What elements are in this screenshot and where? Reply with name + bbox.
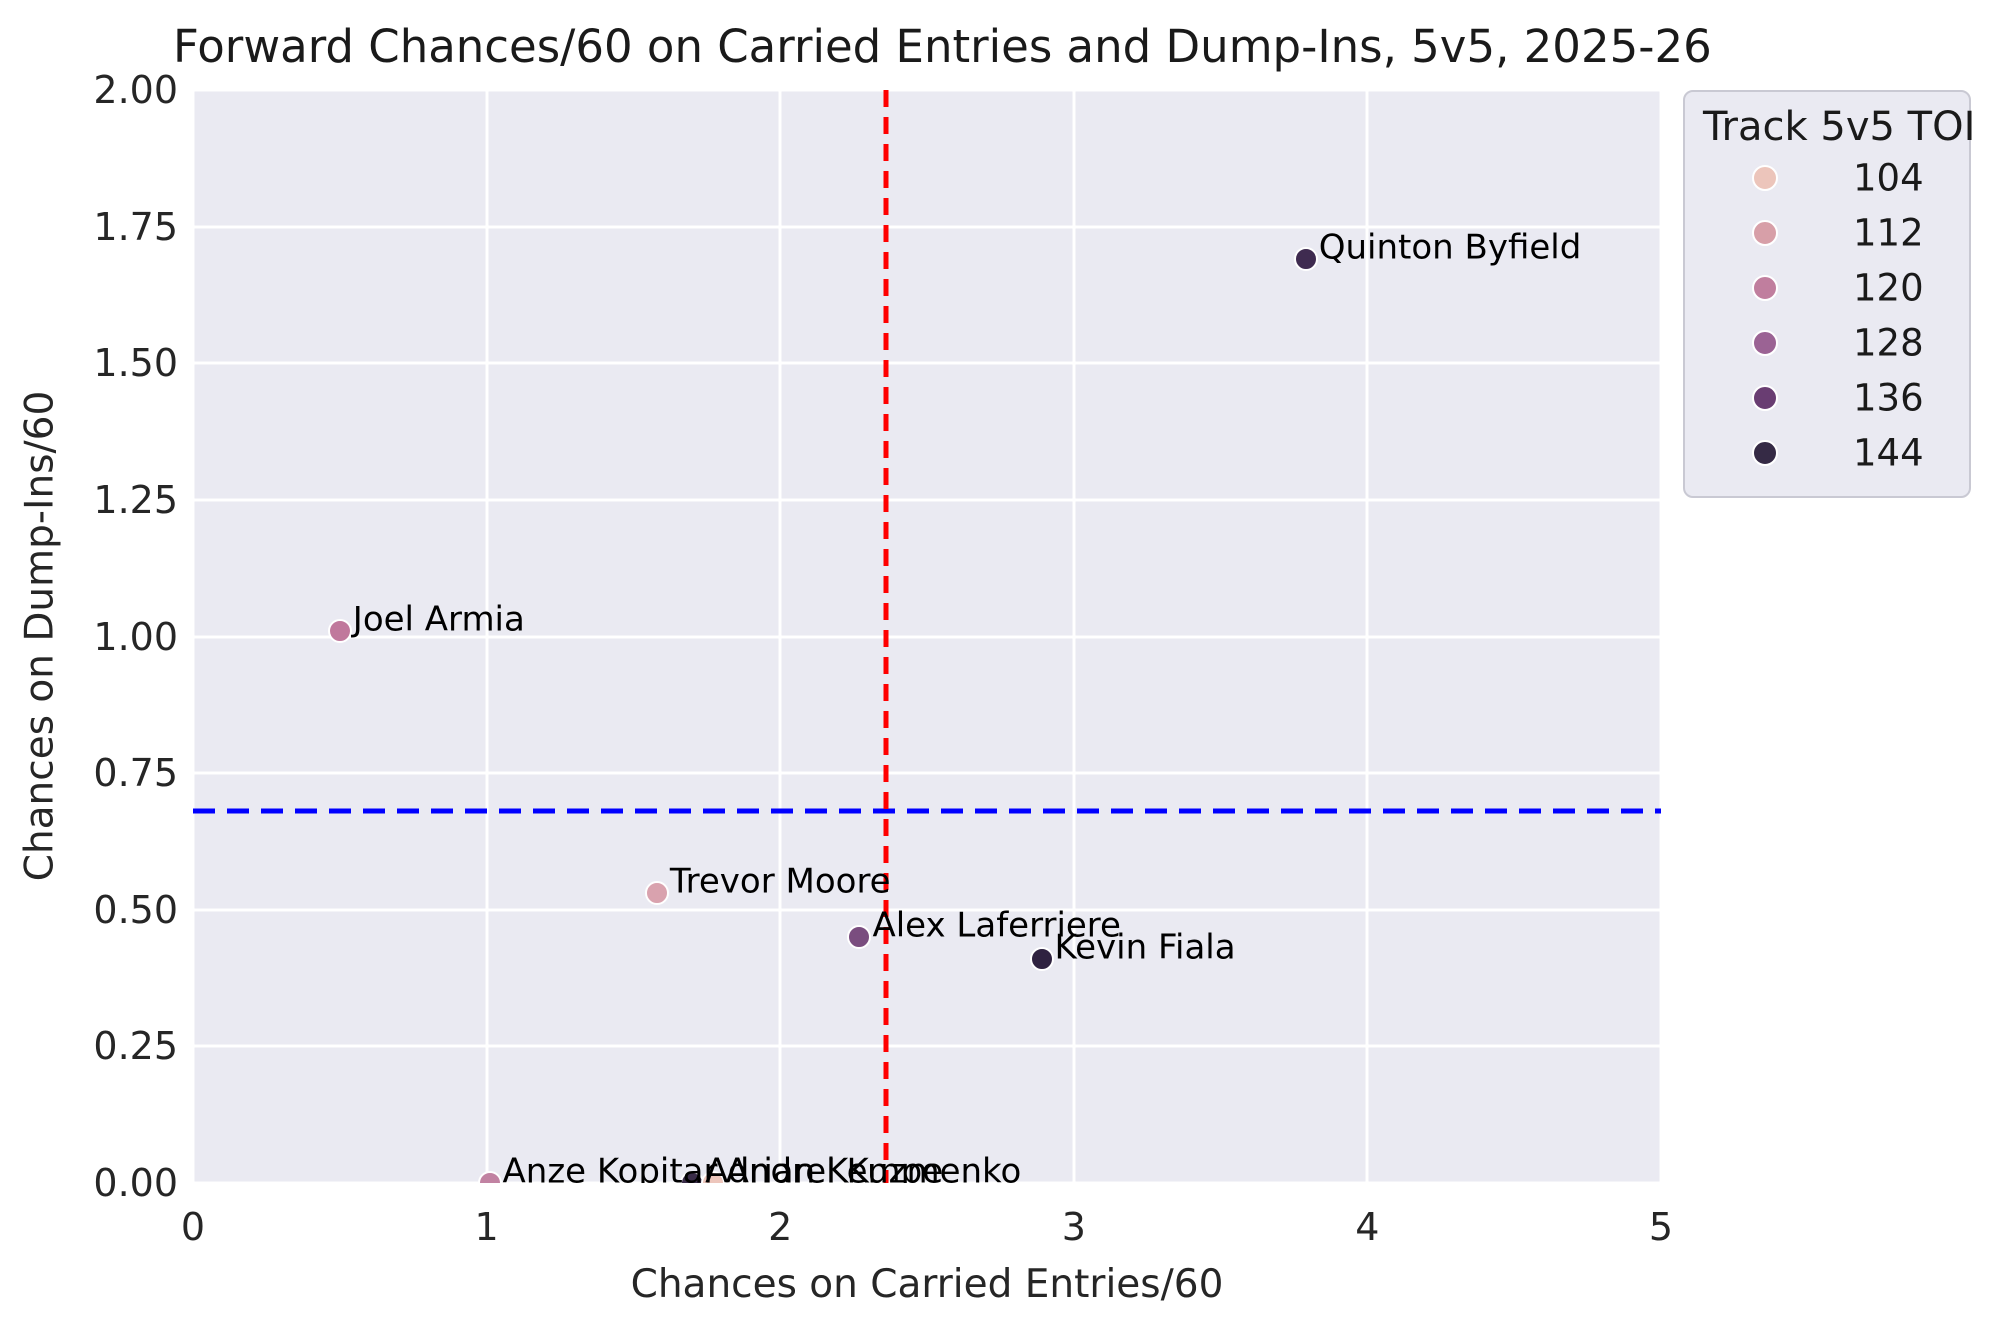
x-tick-label: 4	[1355, 1205, 1380, 1249]
y-gridline	[193, 90, 1661, 92]
legend-item: 136	[1685, 370, 1969, 425]
legend-item: 128	[1685, 315, 1969, 370]
scatter-point	[644, 881, 669, 906]
legend-item: 104	[1685, 150, 1969, 205]
y-tick-label: 0.00	[93, 1161, 178, 1205]
y-tick-label: 0.25	[93, 1024, 178, 1069]
point-label: Quinton Byfield	[1318, 227, 1582, 268]
y-tick-label: 0.75	[93, 751, 178, 796]
y-gridline	[193, 771, 1661, 775]
y-tick-label: 1.50	[93, 341, 178, 386]
legend-value: 144	[1853, 431, 1924, 474]
y-gridline	[193, 1044, 1661, 1048]
y-gridline	[193, 635, 1661, 638]
y-tick-label: 1.00	[93, 614, 178, 659]
legend-item: 144	[1685, 425, 1969, 480]
chart-title: Forward Chances/60 on Carried Entries an…	[173, 20, 1712, 73]
point-label: Alex Laferriere	[872, 905, 1121, 946]
point-label: Joel Armia	[352, 599, 525, 640]
scatter-point	[847, 925, 872, 950]
legend-rows: 104 112 120 128 136 144	[1685, 150, 1969, 480]
point-label: Kevin Fiala	[1054, 927, 1236, 968]
point-label: Trevor Moore	[669, 861, 891, 902]
plot-area: Quinton Byfield Joel Armia Trevor Moore Ale…	[193, 90, 1661, 1183]
point-label: Adrian Kempe	[705, 1151, 944, 1183]
horizontal-reference-line	[193, 808, 1661, 814]
legend-value: 136	[1853, 376, 1924, 419]
scatter-point	[327, 619, 352, 644]
scatter-point	[1029, 946, 1054, 971]
legend: Track 5v5 TOI 104 112 120 128 136 144	[1683, 90, 1976, 498]
legend-value: 120	[1853, 266, 1924, 309]
vertical-reference-line	[883, 90, 889, 1183]
point-label: Anze Kopitar	[502, 1151, 718, 1183]
y-gridline	[193, 225, 1661, 229]
scatter-point	[1293, 247, 1318, 272]
legend-title: Track 5v5 TOI	[1703, 104, 1976, 150]
point-label: Andrei Kuzmenko	[725, 1151, 1022, 1183]
x-tick-label: 5	[1648, 1205, 1674, 1249]
legend-value: 104	[1853, 156, 1924, 199]
y-gridline	[193, 498, 1661, 502]
legend-item: 112	[1685, 205, 1969, 260]
y-axis-label: Chances on Dump-Ins/60	[17, 390, 63, 882]
legend-swatch	[1752, 439, 1778, 466]
legend-swatch	[1752, 219, 1778, 246]
y-gridline	[193, 1181, 1661, 1183]
legend-item: 120	[1685, 260, 1969, 315]
y-tick-label: 0.50	[93, 887, 178, 932]
legend-value: 112	[1853, 211, 1924, 254]
y-tick-label: 1.25	[93, 477, 178, 522]
y-tick-label: 1.75	[93, 204, 178, 249]
scatter-point	[477, 1171, 502, 1183]
legend-swatch	[1752, 164, 1778, 191]
x-tick-label: 1	[474, 1205, 499, 1249]
x-tick-label: 2	[768, 1205, 793, 1249]
legend-swatch	[1752, 274, 1778, 301]
y-tick-label: 2.00	[93, 68, 178, 112]
y-gridline	[193, 908, 1661, 912]
legend-value: 128	[1853, 321, 1924, 364]
legend-swatch	[1752, 329, 1778, 356]
x-axis-label: Chances on Carried Entries/60	[630, 1262, 1224, 1307]
legend-swatch	[1752, 384, 1778, 411]
x-tick-label: 3	[1061, 1205, 1086, 1249]
x-tick-label: 0	[180, 1205, 206, 1249]
y-gridline	[193, 361, 1661, 365]
